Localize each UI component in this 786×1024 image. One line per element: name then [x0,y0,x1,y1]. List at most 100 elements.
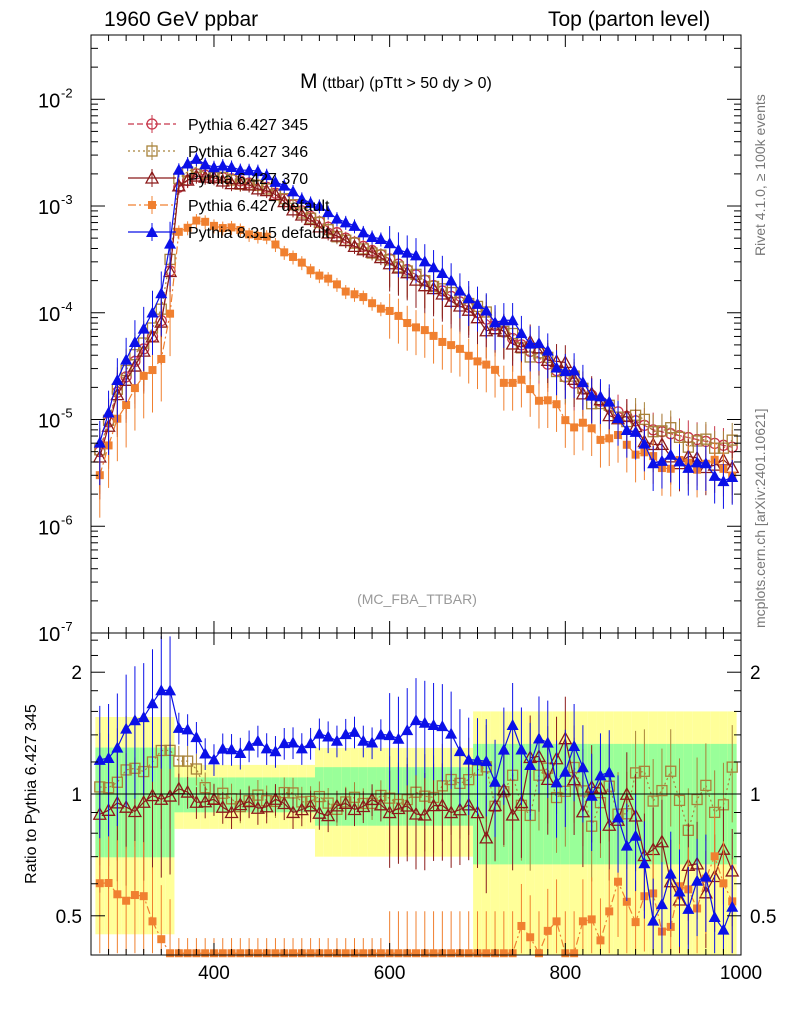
point-ratio-p370-64 [654,834,670,848]
y-tick-label-main-5: 10 [38,624,60,646]
point-ratio-p370-5 [136,794,151,808]
point-main-pdef-58 [605,434,614,443]
point-ratio-p346-65 [665,765,677,777]
ratio-y-axis-label: Ratio to Pythia 6.427 345 [23,704,40,884]
point-main-pdef-27 [332,280,341,289]
point-main-p370-36 [408,272,424,286]
header-energy: 1960 GeV ppbar [104,8,259,31]
x-tick-label-800: 800 [549,963,581,984]
point-ratio-p370-43 [470,805,485,819]
point-ratio-p370-24 [303,798,318,812]
line-ratio-p8 [99,689,733,931]
point-ratio-p370-35 [400,798,415,812]
series-p8 [93,152,739,954]
legend-label-p370: Pythia 6.427 370 [188,171,308,188]
legend-entry-p8: Pythia 8.315 default [128,223,330,242]
point-ratio-pdef-22 [289,949,298,958]
point-main-p346-65 [665,422,677,434]
point-main-p370-26 [321,225,336,239]
point-ratio-pdef-40 [447,949,456,958]
point-main-p370-11 [189,168,204,182]
analysis-label: (MC_FBA_TTBAR) [357,591,477,607]
point-main-pdef-45 [491,365,500,374]
point-main-p370-25 [312,219,327,233]
point-ratio-p370-36 [408,806,424,820]
line-main-p8 [99,158,733,482]
point-main-p8-72 [726,470,739,482]
point-main-pdef-16 [236,225,245,234]
chart-title-sub: (ttbar) (pTtt > 50 dy > 0) [322,75,492,92]
legend-label-p346: Pythia 6.427 346 [188,144,308,161]
point-main-pdef-46 [499,378,508,387]
point-main-pdef-26 [324,274,333,283]
point-main-pdef-13 [209,221,218,230]
point-main-pdef-47 [508,378,517,387]
legend-entry-p346: Pythia 6.427 346 [128,142,308,161]
point-main-pdef-6 [148,366,157,375]
ratio-tick-label-right-2: 2 [750,663,761,684]
point-main-p370-32 [373,250,388,264]
point-main-p370-47 [505,336,520,350]
point-ratio-p346-66 [673,794,686,807]
point-main-pdef-40 [447,341,456,350]
legend-entry-p370: Pythia 6.427 370 [128,169,308,188]
legend-marker-p370 [144,170,160,184]
ratio-tick-label-right-1: 1 [750,785,761,806]
legend-marker-pdef [148,201,156,209]
point-main-pdef-52 [552,400,561,409]
y-tick-label-exp-main-0: -2 [61,85,73,100]
point-main-pdef-54 [570,423,579,432]
y-tick-label-exp-main-3: -5 [61,406,73,421]
titles-layer: M (ttbar) (pTtt > 50 dy > 0) (MC_FBA_TTB… [23,70,492,884]
point-main-p346-66 [673,431,686,443]
point-main-pdef-4 [130,384,139,393]
point-ratio-p346-69 [700,779,712,792]
point-ratio-pdef-16 [236,949,245,958]
point-ratio-p370-4 [127,804,143,818]
point-main-p370-20 [268,187,283,201]
point-ratio-p370-28 [338,796,353,810]
point-ratio-pdef-52 [552,917,561,926]
point-ratio-pdef-20 [271,949,280,958]
x-tick-label-600: 600 [374,963,406,984]
ratio-tick-label-left-2: 2 [71,663,82,684]
point-ratio-pdef-6 [148,917,157,926]
legend-label-pdef: Pythia 6.427 default [188,198,330,215]
point-ratio-pdef-14 [218,949,227,958]
header-process: Top (parton level) [548,8,711,31]
ratio-tick-label-left-0.5: 0.5 [56,907,82,928]
y-tick-label-exp-main-1: -3 [61,192,73,207]
point-ratio-p370-6 [145,788,160,802]
point-ratio-p346-63 [647,795,659,807]
point-main-pdef-5 [139,371,148,380]
point-ratio-p370-19 [259,799,274,813]
point-main-pdef-50 [534,396,543,405]
point-main-p370-21 [277,194,292,208]
x-tick-label-400: 400 [198,963,230,984]
point-ratio-p370-8 [162,788,178,802]
legend: Pythia 6.427 345 Pythia 6.427 346 Pythia 6… [128,115,330,242]
legend-label-p8: Pythia 8.315 default [188,225,330,242]
y-tick-label-exp-main-5: -7 [61,619,73,634]
point-ratio-p370-3 [119,799,134,813]
series-layer [92,152,740,958]
point-ratio-p370-21 [277,796,292,810]
point-main-p370-37 [417,278,432,292]
point-main-pdef-37 [420,326,429,335]
ratio-tick-label-left-1: 1 [71,785,82,806]
y-tick-label-exp-main-4: -6 [61,512,73,527]
line-main-pdef [99,219,733,477]
point-ratio-p346-11 [190,763,203,775]
y-tick-label-main-1: 10 [38,197,60,219]
point-ratio-p370-13 [206,791,222,805]
point-ratio-pdef-1 [104,878,113,887]
legend-label-p345: Pythia 6.427 345 [188,117,308,134]
point-ratio-pdef-42 [464,949,473,958]
legend-marker-p345 [146,118,158,130]
point-main-p370-23 [294,207,309,221]
point-ratio-p346-72 [726,761,738,773]
x-tick-label-1000: 1000 [720,963,762,984]
line-ratio-pdef [99,854,733,955]
